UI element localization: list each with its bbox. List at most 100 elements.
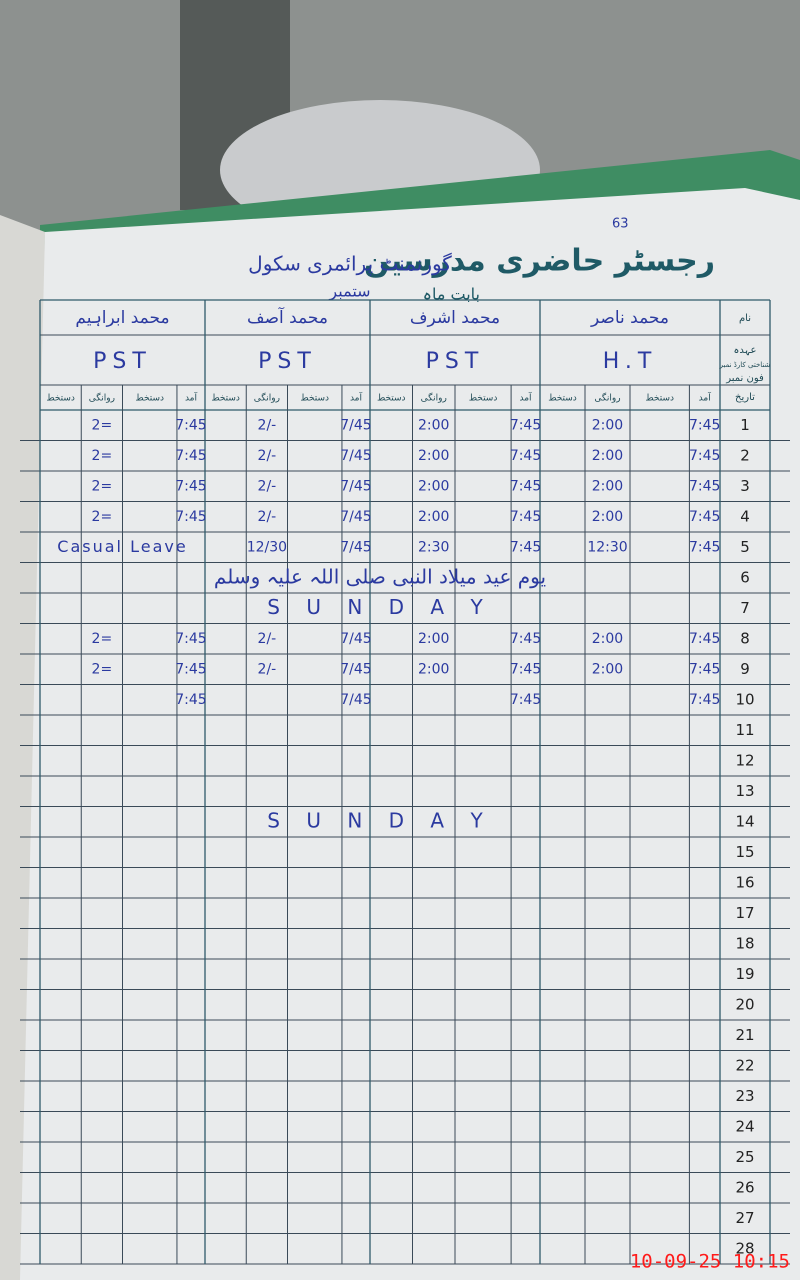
day-note: S U N D A Y	[267, 595, 492, 619]
departure-time: 2/-	[258, 478, 277, 494]
date-number: 18	[735, 934, 754, 952]
column-header: دستخط	[135, 394, 164, 404]
column-header: دستخط	[300, 394, 329, 404]
date-number: 21	[735, 1026, 754, 1044]
arrival-time: 7/45	[340, 631, 371, 647]
departure-time: 12/30	[247, 539, 287, 555]
date-number: 20	[735, 995, 754, 1013]
departure-time: 2=	[92, 661, 113, 677]
column-header: آمد	[520, 392, 533, 404]
row-label: عہدہ	[734, 345, 757, 356]
departure-time: 2:00	[418, 631, 449, 647]
departure-time: 2:00	[418, 417, 449, 433]
date-number: 24	[735, 1117, 754, 1135]
designation: PST	[258, 349, 317, 374]
month: ستمبر	[328, 282, 370, 302]
departure-time: 2:00	[418, 448, 449, 464]
arrival-time: 7:45	[175, 631, 206, 647]
arrival-time: 7:45	[510, 448, 541, 464]
date-number: 2	[740, 446, 750, 464]
arrival-time: 7/45	[340, 661, 371, 677]
arrival-time: 7:45	[510, 478, 541, 494]
departure-time: 2:30	[418, 539, 449, 555]
register-title: رجسٹر حاضری مدرسین	[364, 244, 715, 279]
date-number: 28	[735, 1239, 754, 1257]
register-sheet: 6 3 رجسٹر حاضری مدرسین گورنمنٹ پرائمری سک…	[20, 217, 790, 1265]
column-header: روانگی	[254, 392, 280, 404]
departure-time: 2=	[92, 631, 113, 647]
arrival-time: 7/45	[340, 478, 371, 494]
arrival-time: 7/45	[340, 417, 371, 433]
arrival-time: 7:45	[175, 692, 206, 708]
date-number: 16	[735, 873, 754, 891]
register-page	[20, 188, 800, 1280]
column-header: دستخط	[645, 394, 674, 404]
arrival-time: 7/45	[340, 448, 371, 464]
arrival-time: 7:45	[689, 631, 720, 647]
teacher-name: محمد ابراہیم	[75, 308, 169, 328]
column-header: دستخط	[211, 394, 240, 404]
departure-time: 2/-	[258, 417, 277, 433]
teacher-name: محمد ناصر	[590, 308, 669, 328]
arrival-time: 7/45	[340, 539, 371, 555]
date-number: 12	[735, 751, 754, 769]
column-header: دستخط	[46, 394, 75, 404]
day-note: یوم عید میلاد النبی صلی اللہ علیہ وسلم	[214, 564, 546, 588]
column-header: روانگی	[421, 392, 447, 404]
departure-time: 2:00	[592, 448, 623, 464]
date-number: 10	[735, 690, 754, 708]
date-number: 8	[740, 629, 750, 647]
arrival-time: 7:45	[175, 417, 206, 433]
arrival-time: 7/45	[340, 509, 371, 525]
column-header: دستخط	[469, 394, 498, 404]
departure-time: 2:00	[592, 509, 623, 525]
date-number: 14	[735, 812, 754, 830]
teacher-name: محمد اشرف	[410, 308, 500, 328]
date-number: 9	[740, 660, 750, 678]
arrival-time: 7:45	[175, 661, 206, 677]
teacher-name: محمد آصف	[247, 306, 328, 328]
column-header: آمد	[350, 392, 363, 404]
departure-time: 2=	[92, 417, 113, 433]
school-name: گورنمنٹ پرائمری سکول	[248, 252, 452, 277]
arrival-time: 7:45	[510, 509, 541, 525]
row-label: تاریخ	[735, 392, 755, 403]
leave-note: Casual Leave	[57, 537, 187, 556]
arrival-time: 7:45	[510, 661, 541, 677]
arrival-time: 7:45	[510, 417, 541, 433]
departure-time: 2/-	[258, 448, 277, 464]
arrival-time: 7:45	[689, 539, 720, 555]
month-label: بابت ماہ	[423, 285, 480, 304]
date-number: 19	[735, 965, 754, 983]
departure-time: 2=	[92, 448, 113, 464]
departure-time: 2:00	[592, 417, 623, 433]
date-number: 11	[735, 721, 754, 739]
column-header: آمد	[699, 392, 712, 404]
arrival-time: 7/45	[340, 692, 371, 708]
column-header: روانگی	[89, 392, 115, 404]
arrival-time: 7:45	[689, 417, 720, 433]
column-header: دستخط	[548, 394, 577, 404]
arrival-time: 7:45	[689, 692, 720, 708]
date-number: 4	[740, 507, 750, 525]
date-number: 25	[735, 1148, 754, 1166]
arrival-time: 7:45	[510, 692, 541, 708]
date-number: 5	[740, 538, 750, 556]
date-number: 13	[735, 782, 754, 800]
arrival-time: 7:45	[689, 448, 720, 464]
date-number: 27	[735, 1209, 754, 1227]
designation: PST	[426, 349, 485, 374]
date-number: 3	[740, 477, 750, 495]
designation: PST	[93, 349, 152, 374]
departure-time: 2=	[92, 509, 113, 525]
departure-time: 2:00	[418, 661, 449, 677]
departure-time: 2/-	[258, 661, 277, 677]
departure-time: 2:00	[418, 509, 449, 525]
date-number: 7	[740, 599, 750, 617]
departure-time: 12:30	[587, 539, 627, 555]
date-number: 6	[740, 568, 750, 586]
date-number: 23	[735, 1087, 754, 1105]
arrival-time: 7:45	[175, 478, 206, 494]
arrival-time: 7:45	[510, 539, 541, 555]
date-number: 26	[735, 1178, 754, 1196]
